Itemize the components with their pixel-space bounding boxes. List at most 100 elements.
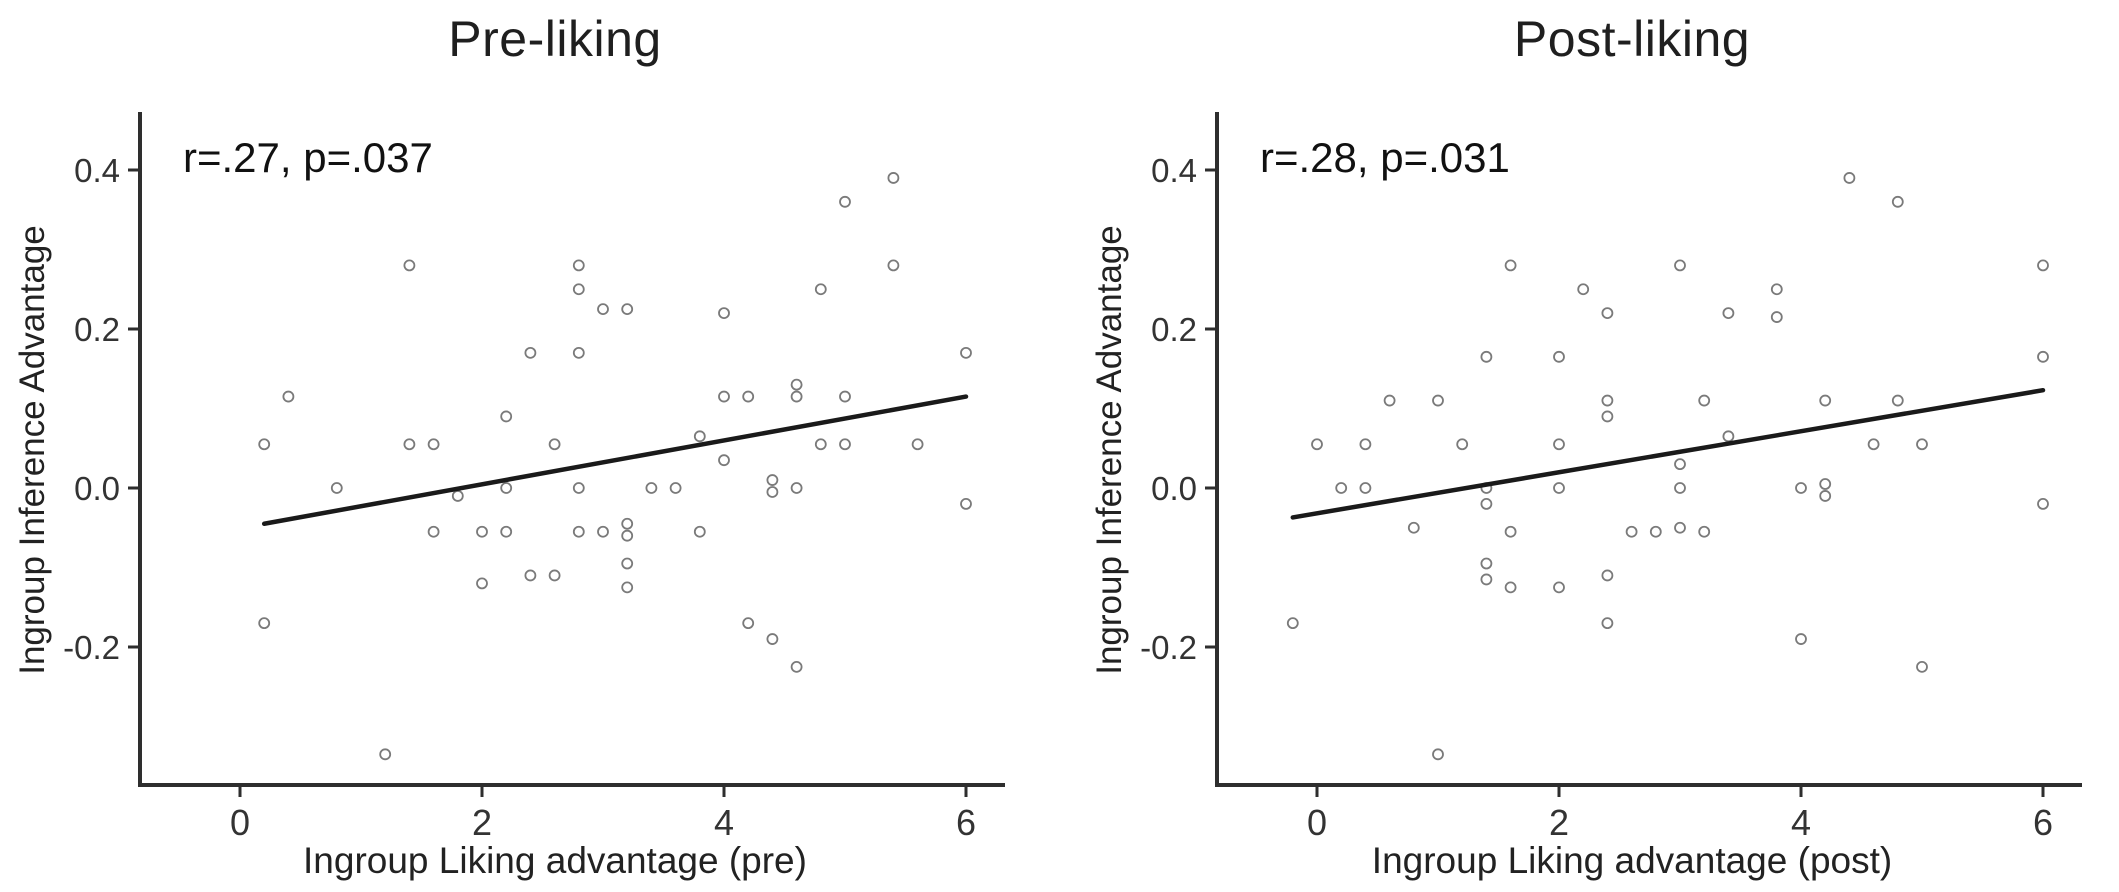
data-point (1359, 482, 1372, 494)
data-point (911, 438, 924, 451)
data-point (669, 482, 682, 494)
data-point (693, 525, 706, 538)
y-tick-label: 0.0 (1151, 470, 1197, 507)
data-point (1577, 283, 1590, 296)
data-point (621, 303, 634, 316)
data-point (1891, 394, 1904, 407)
data-point (1383, 394, 1396, 407)
data-point (258, 438, 271, 451)
data-point (548, 438, 561, 451)
data-point (1698, 525, 1711, 538)
data-point (839, 195, 851, 208)
x-axis-label-pre: Ingroup Liking advantage (pre) (303, 840, 807, 881)
data-point (814, 283, 827, 296)
x-tick-label: 0 (230, 802, 250, 843)
data-point (887, 259, 900, 272)
data-point (1916, 438, 1928, 451)
data-point (1504, 581, 1517, 594)
data-point (1311, 438, 1323, 451)
data-point (1674, 259, 1686, 272)
data-point (379, 748, 392, 761)
data-point (1553, 482, 1565, 494)
data-point (476, 525, 488, 538)
data-point (790, 390, 803, 403)
data-point (1867, 438, 1880, 451)
data-point (790, 482, 803, 494)
data-point (1456, 438, 1469, 451)
data-point (427, 438, 440, 451)
data-point (790, 378, 803, 391)
data-point (1601, 569, 1614, 582)
correlation-annotation-pre: r=.27, p=.037 (183, 134, 433, 181)
post-liking-panel: 0.4 0.2 0.0 -0.2 0 2 4 6 Post-liking r=.28, p=.… (1077, 0, 2119, 892)
data-point (1407, 521, 1420, 534)
data-point (476, 577, 488, 590)
data-point (1335, 482, 1348, 494)
data-point (839, 438, 851, 451)
x-tick-label: 4 (714, 802, 734, 843)
data-point (548, 569, 561, 582)
data-point (621, 557, 634, 570)
data-point (451, 490, 464, 502)
data-point (572, 482, 585, 494)
data-point (1553, 581, 1565, 594)
data-point (621, 517, 634, 530)
data-point (403, 438, 416, 451)
data-point (1504, 259, 1517, 272)
data-point (1480, 350, 1493, 363)
x-tick-label: 2 (1549, 802, 1569, 843)
data-point (621, 529, 634, 542)
data-point (790, 660, 803, 673)
data-point (500, 410, 513, 423)
data-point (258, 617, 271, 630)
data-point (960, 346, 972, 359)
data-point (1553, 438, 1565, 451)
x-tick-label: 2 (472, 802, 492, 843)
data-point (1916, 660, 1928, 673)
data-point (282, 390, 295, 403)
data-point (572, 283, 585, 296)
data-point (766, 486, 779, 498)
y-tick-label: 0.2 (1151, 311, 1197, 348)
regression-line (1290, 387, 2046, 520)
data-point (1432, 394, 1444, 407)
data-point (2037, 350, 2049, 363)
x-tick-label: 4 (1791, 802, 1811, 843)
data-point (718, 390, 730, 403)
data-point (718, 307, 730, 320)
data-point (1843, 172, 1856, 184)
data-point (572, 525, 585, 538)
data-point (742, 617, 755, 630)
data-point (524, 569, 537, 582)
y-axis-label-pre: Ingroup Inference Advantage (13, 225, 52, 675)
data-point (1674, 482, 1686, 494)
data-point (1795, 482, 1807, 494)
data-point (1286, 617, 1299, 630)
y-tick-label: -0.2 (63, 629, 120, 666)
data-point (1891, 195, 1904, 208)
data-point (1722, 430, 1735, 443)
correlation-annotation-post: r=.28, p=.031 (1260, 134, 1510, 181)
data-point (1819, 490, 1832, 502)
data-point (645, 482, 658, 494)
data-point (572, 346, 585, 359)
data-point (524, 346, 537, 359)
data-point (814, 438, 827, 451)
y-tick-label: 0.0 (74, 470, 120, 507)
pre-liking-scatter-plot: 0.4 0.2 0.0 -0.2 0 2 4 6 (63, 112, 1005, 843)
data-point (766, 633, 779, 645)
data-point (887, 172, 900, 184)
data-point (1770, 283, 1783, 296)
x-tick-label: 6 (956, 802, 976, 843)
x-tick-label: 0 (1307, 802, 1327, 843)
y-tick-label: 0.2 (74, 311, 120, 348)
data-point (500, 482, 513, 494)
data-point (1601, 617, 1614, 630)
data-point (2037, 497, 2049, 510)
data-point (1480, 557, 1493, 570)
data-point (621, 581, 634, 594)
data-point (1649, 525, 1662, 538)
data-point (766, 474, 779, 486)
panel-title-pre: Pre-liking (448, 11, 662, 67)
